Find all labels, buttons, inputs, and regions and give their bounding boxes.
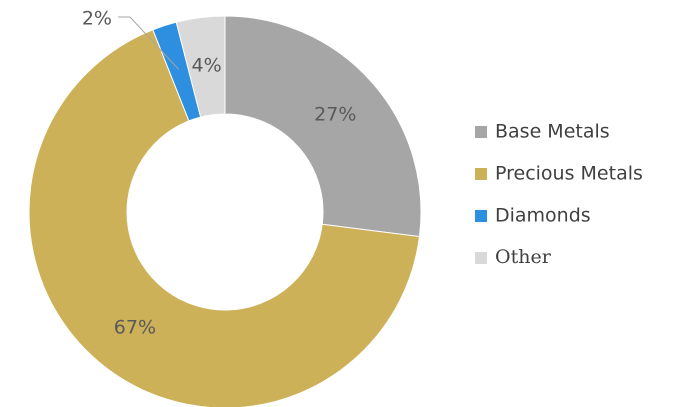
donut-segment — [28, 29, 421, 407]
legend-swatch — [475, 168, 487, 180]
legend-swatch — [475, 210, 487, 222]
leader-line — [118, 16, 180, 70]
data-label: 2% — [82, 8, 112, 30]
donut-segment — [175, 15, 226, 118]
data-label: 67% — [114, 317, 156, 339]
legend-swatch — [475, 126, 487, 138]
legend-label: Precious Metals — [495, 163, 643, 185]
legend-label: Diamonds — [495, 205, 591, 227]
data-label: 27% — [314, 103, 356, 125]
legend-swatch — [475, 252, 487, 264]
legend-label: Base Metals — [495, 121, 610, 143]
donut-segment — [224, 15, 422, 238]
legend-label: Other — [495, 246, 552, 268]
data-label: 4% — [191, 55, 221, 77]
